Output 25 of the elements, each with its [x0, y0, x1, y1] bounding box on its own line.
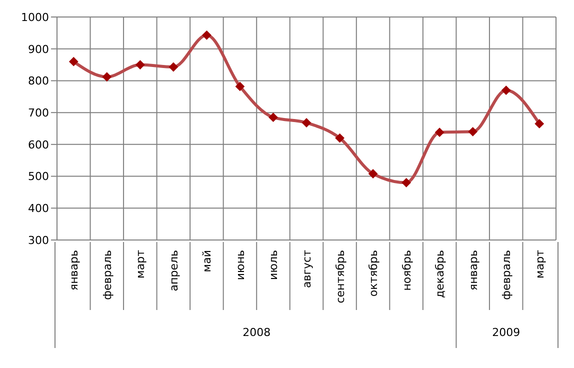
x-tick-label: март — [533, 249, 546, 278]
x-tick-label: июнь — [234, 250, 247, 280]
y-tick-label: 500 — [28, 170, 49, 184]
x-tick-label: март — [134, 249, 148, 278]
y-tick-label: 700 — [28, 106, 49, 120]
text: 2008 — [242, 326, 271, 339]
y-tick-label: 600 — [28, 138, 49, 152]
x-tick-label: декабрь — [434, 250, 447, 298]
y-tick-label: 900 — [28, 42, 49, 56]
x-tick-label: июль — [267, 250, 280, 280]
text: 2009 — [492, 326, 520, 339]
x-tick-label: февраль — [100, 250, 114, 300]
x-tick-label: август — [300, 249, 314, 288]
x-tick-label: октябрь — [367, 250, 380, 297]
y-tick-label: 400 — [28, 202, 49, 216]
y-tick-label: 800 — [28, 74, 49, 88]
x-tick-label: ноябрь — [400, 250, 414, 291]
x-tick-label: январь — [68, 250, 81, 290]
y-tick-label: 300 — [28, 234, 49, 247]
y-tick-label: 1000 — [21, 10, 49, 24]
x-tick-label: апрель — [167, 250, 180, 292]
x-tick-label: сентябрь — [334, 250, 347, 304]
x-tick-label: январь — [466, 250, 480, 290]
x-tick-label: февраль — [500, 250, 514, 300]
x-tick-label: май — [200, 250, 214, 272]
